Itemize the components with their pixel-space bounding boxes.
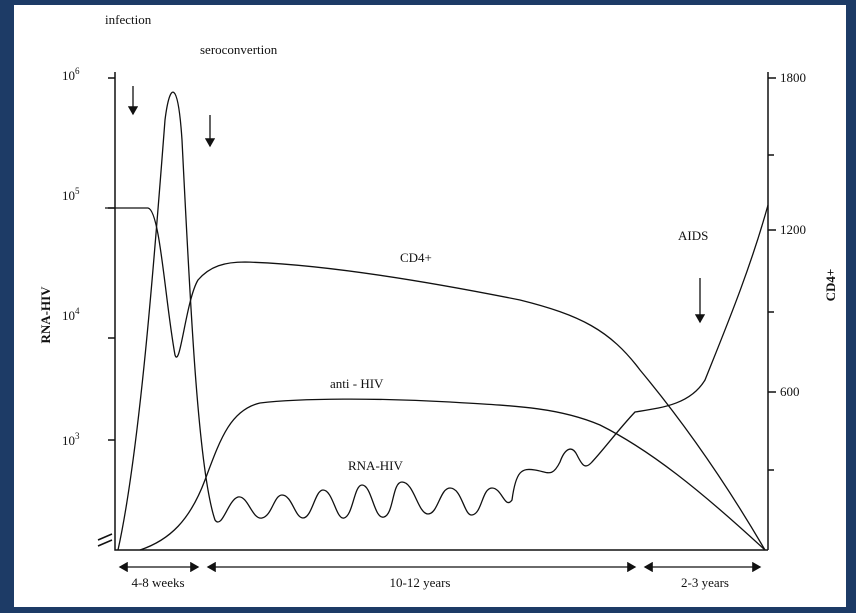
curve-label: CD4+ — [400, 250, 432, 265]
anti-hiv-curve — [139, 398, 766, 551]
curve-label: RNA-HIV — [348, 458, 403, 473]
curve-label: anti - HIV — [330, 376, 384, 391]
left-tick: 105 — [62, 186, 80, 203]
annotation: AIDS — [678, 228, 708, 243]
right-tick: 1200 — [780, 222, 806, 237]
axis-break — [97, 533, 113, 547]
cd4-curve — [105, 207, 766, 551]
right-axis-title: CD4+ — [823, 269, 838, 302]
period-label: 2-3 years — [681, 575, 729, 590]
left-tick: 104 — [62, 306, 80, 323]
left-tick: 106 — [62, 66, 80, 83]
period-label: 10-12 years — [389, 575, 450, 590]
annotation: seroconvertion — [200, 42, 278, 57]
right-tick: 600 — [780, 384, 800, 399]
annotation: infection — [105, 12, 152, 27]
right-tick: 1800 — [780, 70, 806, 85]
period-label: 4-8 weeks — [131, 575, 184, 590]
panel — [14, 5, 846, 607]
rna-hiv-curve — [117, 91, 769, 551]
left-tick: 103 — [62, 431, 80, 448]
left-axis-title: RNA-HIV — [38, 286, 53, 344]
